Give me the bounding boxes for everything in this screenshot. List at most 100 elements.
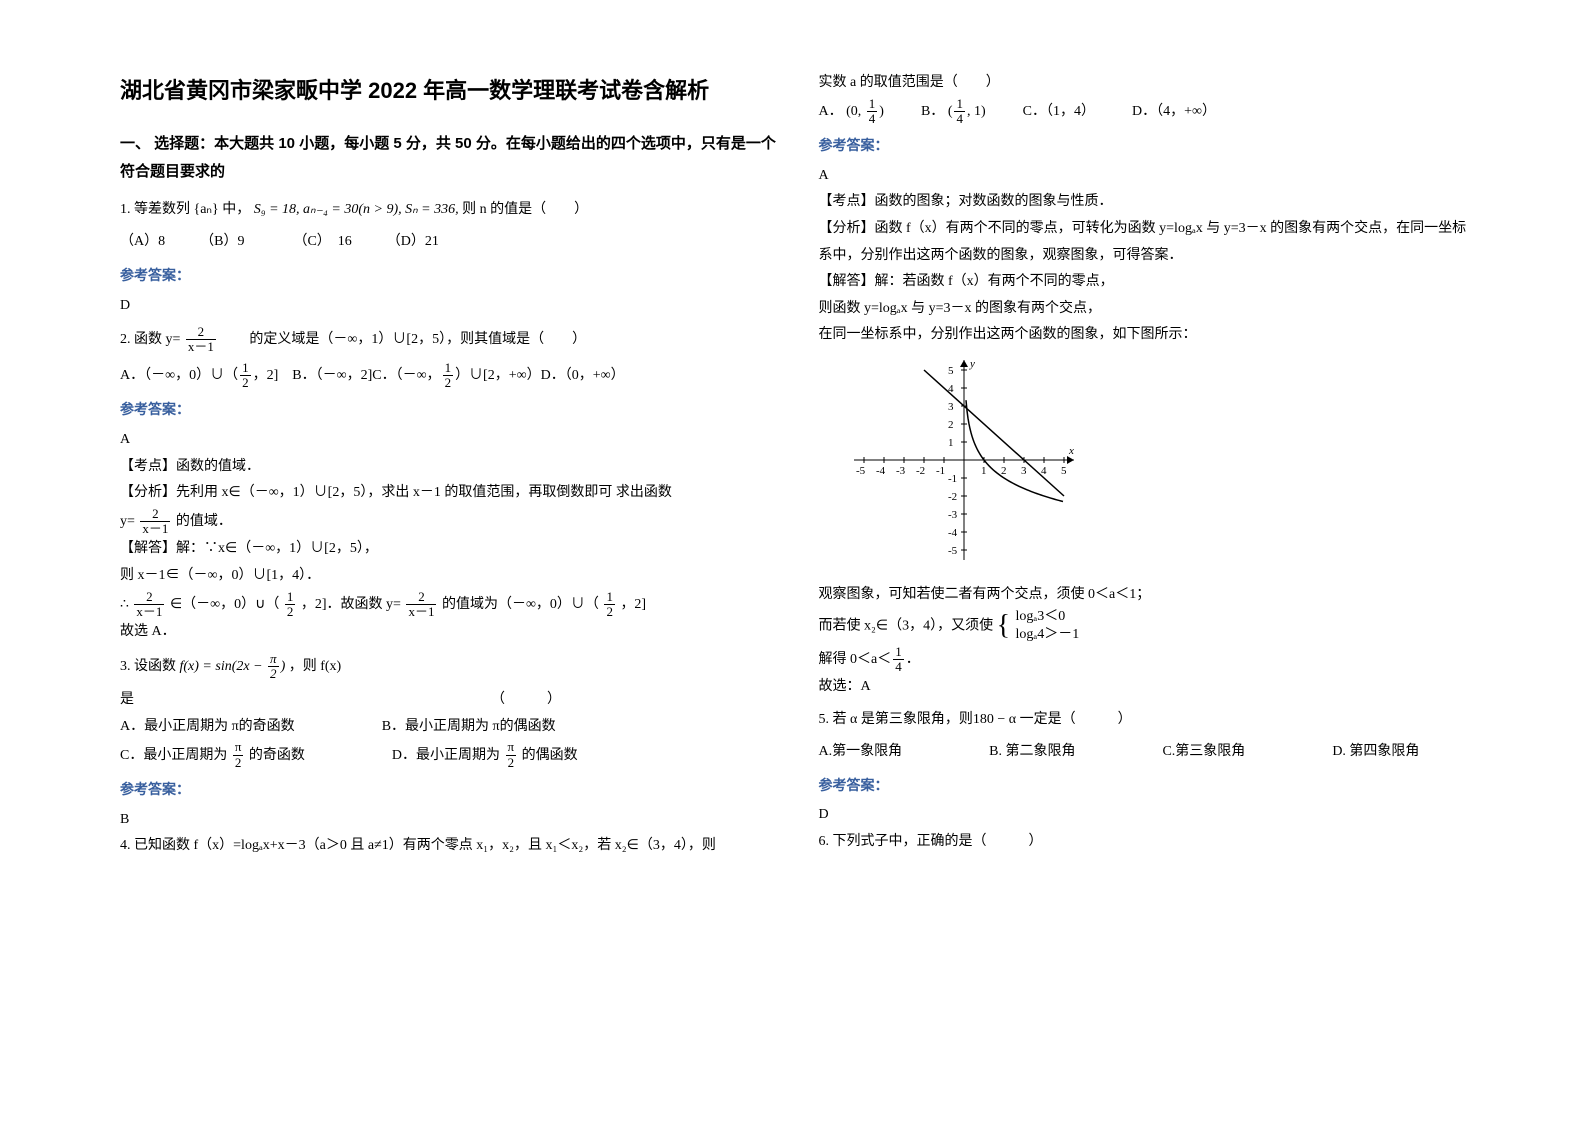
svg-text:5: 5 — [1061, 465, 1067, 477]
frac-den: x－1 — [134, 605, 164, 619]
answer-label-5: 参考答案： — [819, 772, 1478, 799]
answer-label-2: 参考答案： — [120, 396, 779, 423]
q5-c: C.第三象限角 — [1162, 744, 1245, 759]
q3-d: D．最小正周期为 π2 的偶函数 — [392, 748, 578, 763]
q6-stem: 6. 下列式子中，正确的是（ ） — [819, 829, 1478, 856]
answer-label-3: 参考答案： — [120, 776, 779, 803]
q2-frac-den: x－1 — [186, 340, 216, 354]
q2-jd4: 故选 A． — [120, 619, 779, 646]
q4-opts: A． (0, 14) B． (14, 1) C．（1，4） D．（4，+∞） — [819, 97, 1478, 127]
q2-ans: A — [120, 427, 779, 454]
txt: ，则 f(x) — [289, 659, 342, 674]
q4-top: 实数 a 的取值范围是（ ） — [819, 70, 1478, 97]
q1-stem-b: 中， — [222, 202, 250, 217]
q1-stem-a: 1. 等差数列 — [120, 202, 190, 217]
txt: 的值域为（－∞，0）∪（ — [442, 597, 599, 612]
txt: ． — [906, 652, 920, 667]
q5-a: A.第一象限角 — [819, 744, 903, 759]
frac-den: 2 — [604, 605, 615, 619]
answer-label-4: 参考答案： — [819, 132, 1478, 159]
answer-label-1: 参考答案： — [120, 262, 779, 289]
svg-text:-4: -4 — [876, 465, 886, 477]
svg-text:-1: -1 — [948, 473, 957, 485]
q2-fx: 【分析】先利用 x∈（－∞，1）∪[2，5），求出 x－1 的取值范围，再取倒数… — [120, 480, 779, 507]
frac-num: π — [233, 740, 244, 755]
q5-stem: 5. 若 α 是第三象限角，则180 − α 一定是（ ） — [819, 707, 1478, 734]
frac-den: 2 — [443, 376, 454, 390]
txt: y= — [120, 514, 135, 529]
q5-ans: D — [819, 802, 1478, 829]
frac-num: 2 — [140, 507, 170, 522]
frac-den: 2 — [268, 667, 279, 681]
svg-text:2: 2 — [948, 419, 954, 431]
frac-den: 2 — [285, 605, 296, 619]
q1-ans: D — [120, 293, 779, 320]
frac-num: 1 — [893, 645, 904, 660]
q2-frac: 2 x－1 — [186, 325, 216, 355]
q2-stem-b: 的定义域是（－∞，1）∪[2，5），则其值域是（ ） — [221, 332, 586, 347]
frac-num: π — [506, 740, 517, 755]
frac-den: 4 — [867, 112, 878, 126]
txt: 的值域． — [176, 514, 232, 529]
q4-res: 解得 0＜a＜14． — [819, 645, 1478, 675]
frac-den: 2 — [233, 756, 244, 770]
q4-fx: 【分析】函数 f（x）有两个不同的零点，可转化为函数 y=logₐx 与 y=3… — [819, 216, 1478, 269]
q3-line2: 是 （ ） — [120, 687, 779, 714]
txt: ，2]．故函数 y= — [301, 597, 401, 612]
frac-num: 1 — [954, 97, 965, 112]
svg-text:-3: -3 — [948, 509, 958, 521]
txt: ，2] — [620, 597, 646, 612]
q2-jd3: ∴ 2x－1 ∈（－∞，0）∪（ 12 ，2]．故函数 y= 2x－1 的值域为… — [120, 590, 779, 620]
q4-kd: 【考点】函数的图象；对数函数的图象与性质． — [819, 189, 1478, 216]
brace-icon: { — [997, 619, 1010, 633]
frac-num: 1 — [240, 361, 251, 376]
q4-ans: A — [819, 163, 1478, 190]
svg-text:-5: -5 — [948, 545, 958, 557]
svg-text:-4: -4 — [948, 527, 958, 539]
q4-jd1: 【解答】解：若函数 f（x）有两个不同的零点， — [819, 269, 1478, 296]
q3-a: A．最小正周期为 π的奇函数 — [120, 719, 295, 734]
q5-b: B. 第二象限角 — [989, 744, 1075, 759]
svg-text:x: x — [1068, 445, 1074, 457]
q5-d: D. 第四象限角 — [1332, 744, 1419, 759]
svg-text:3: 3 — [1021, 465, 1027, 477]
svg-text:2: 2 — [1001, 465, 1007, 477]
q5-opts: A.第一象限角 B. 第二象限角 C.第三象限角 D. 第四象限角 — [819, 739, 1478, 766]
q4-obs: 观察图象，可知若使二者有两个交点，须使 0＜a＜1； — [819, 582, 1478, 609]
q4-d: D．（4，+∞） — [1132, 104, 1216, 119]
frac-num: π — [268, 652, 279, 667]
q2-frac-num: 2 — [186, 325, 216, 340]
q4-stem: 4. 已知函数 f（x）=logₐx+x－3（a＞0 且 a≠1）有两个零点 x… — [120, 833, 779, 860]
svg-text:-2: -2 — [948, 491, 957, 503]
txt: A． — [819, 104, 843, 119]
svg-text:5: 5 — [948, 365, 954, 377]
svg-text:-5: -5 — [856, 465, 866, 477]
brace-line2: logₐ4＞－1 — [1016, 626, 1080, 644]
svg-text:y: y — [969, 358, 975, 370]
frac-num: 2 — [134, 590, 164, 605]
frac-num: 1 — [443, 361, 454, 376]
frac-den: 2 — [240, 376, 251, 390]
svg-text:1: 1 — [948, 437, 954, 449]
svg-text:-3: -3 — [896, 465, 906, 477]
q1-opts: （A）8 （B）9 （C） 16 （D）21 — [120, 229, 779, 256]
q2-jd1: 【解答】解：∵x∈（－∞，1）∪[2，5）， — [120, 536, 779, 563]
q1-seq: {aₙ} — [194, 202, 219, 217]
q1: 1. 等差数列 {aₙ} 中， S₉ = 18, aₙ₋₄ = 30(n > 9… — [120, 197, 779, 224]
q2-kd: 【考点】函数的值域． — [120, 454, 779, 481]
q2: 2. 函数 y= 2 x－1 的定义域是（－∞，1）∪[2，5），则其值域是（ … — [120, 325, 779, 355]
q4-cond: 而若使 x₂∈（3，4），又须使 { logₐ3＜0 logₐ4＞－1 — [819, 608, 1478, 644]
brace-line1: logₐ3＜0 — [1016, 608, 1080, 626]
frac-den: 2 — [506, 756, 517, 770]
txt: 3. 设函数 — [120, 659, 176, 674]
q3-c: C．最小正周期为 π2 的奇函数 — [120, 748, 305, 763]
q3-fx: f(x) = sin(2x − π2) — [180, 659, 286, 674]
svg-text:3: 3 — [948, 401, 954, 413]
q3-b: B．最小正周期为 π的偶函数 — [382, 719, 556, 734]
q4-c: C．（1，4） — [1023, 104, 1095, 119]
q3-row2: C．最小正周期为 π2 的奇函数 D．最小正周期为 π2 的偶函数 — [120, 740, 779, 770]
frac-num: 1 — [604, 590, 615, 605]
frac-num: 1 — [867, 97, 878, 112]
frac-num: 2 — [406, 590, 436, 605]
txt: 解得 — [819, 652, 847, 667]
